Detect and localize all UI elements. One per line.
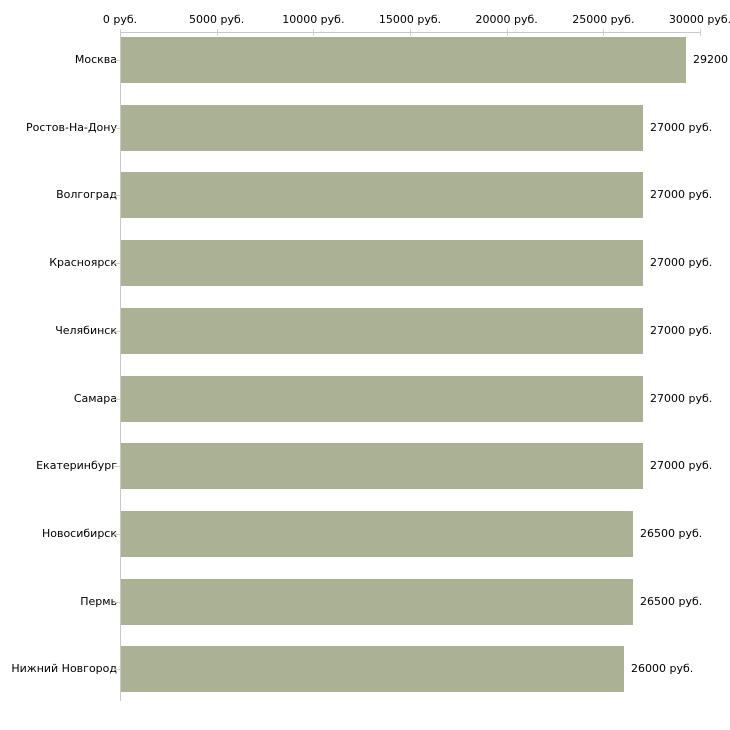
x-axis-tick-label: 5000 руб. [189,13,245,26]
bar-value-label: 27000 руб. [650,256,713,270]
y-axis-tick-mark [114,330,120,332]
y-axis-tick-mark [114,533,120,535]
category-label: Новосибирск [41,526,117,540]
bar-value-label: 29200 руб. [693,53,730,66]
category-label: Челябинск [55,323,117,337]
y-axis-tick-mark [114,601,120,603]
bar [121,443,643,490]
category-label: Самара [73,391,117,405]
x-axis-tick-label: 10000 руб. [282,13,345,26]
bar-value-label: 27000 руб. [650,188,713,202]
y-axis-tick-mark [114,195,120,197]
bar-value-label: 26000 руб. [631,662,694,676]
x-axis-tick-label: 25000 руб. [572,13,635,26]
bar [121,172,643,219]
bar [121,510,633,557]
bar [121,240,643,287]
bar-value-label: 27000 руб. [650,323,713,337]
x-axis-tick-label: 30000 руб. [668,13,730,26]
bar [121,307,643,354]
x-axis-tick-label: 20000 руб. [475,13,538,26]
bar-value-label: 26500 руб. [640,526,703,540]
y-axis-tick-mark [114,60,120,61]
x-axis-tick-label: 15000 руб. [378,13,442,26]
bar-value-label: 26500 руб. [640,594,703,608]
category-label: Москва [74,53,117,66]
y-axis-tick-mark [114,466,120,468]
y-axis-tick-mark [114,398,120,400]
y-axis-line [120,32,121,701]
y-axis-tick-mark [114,127,120,129]
y-axis-tick-mark [114,263,120,265]
bar-value-label: 27000 руб. [650,459,713,473]
category-label: Екатеринбург [36,459,117,473]
bar [121,646,624,693]
category-label: Пермь [80,594,117,608]
category-label: Красноярск [49,256,117,270]
x-axis-tick-label: 0 руб. [102,13,138,26]
bar [121,37,686,83]
category-label: Ростов-На-Дону [25,120,117,134]
bar [121,375,643,422]
x-axis-line [120,32,701,33]
bar-value-label: 27000 руб. [650,120,713,134]
y-axis-tick-mark [114,669,120,671]
bar [121,104,643,151]
bar-value-label: 27000 руб. [650,391,713,405]
category-label: Волгоград [56,188,117,202]
category-label: Нижний Новгород [11,662,117,676]
bar [121,578,633,625]
